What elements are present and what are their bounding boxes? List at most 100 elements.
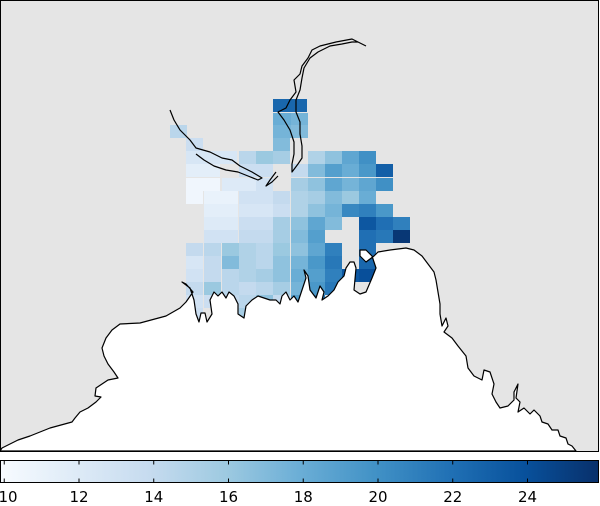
grid-cell <box>273 230 290 243</box>
grid-cell <box>204 269 221 282</box>
colorbar-ticks: 10 12 14 16 18 20 22 24 <box>0 460 537 506</box>
grid-cell <box>239 269 256 282</box>
grid-cell <box>239 282 256 295</box>
colorbar <box>0 460 599 483</box>
grid-cell <box>308 217 325 230</box>
grid-cell <box>239 230 273 243</box>
grid-cell <box>308 164 325 177</box>
grid-cell <box>256 269 273 282</box>
map-frame <box>0 0 599 452</box>
grid-cell <box>291 256 308 269</box>
grid-cell <box>376 230 393 243</box>
grid-cell <box>170 125 187 138</box>
grid-cell <box>291 204 308 217</box>
grid-cell <box>376 217 393 230</box>
grid-cell <box>342 151 359 164</box>
colorbar-tick-label: 20 <box>368 488 387 506</box>
colorbar-tick-label: 16 <box>219 488 238 506</box>
coastline-inlet <box>277 38 367 173</box>
grid-cell <box>204 191 238 204</box>
grid-cell <box>186 151 237 164</box>
grid-cell <box>325 243 342 256</box>
grid-cell <box>273 204 290 217</box>
grid-cell <box>186 164 220 177</box>
grid-cell <box>359 164 376 177</box>
grid-cell <box>239 164 273 177</box>
colorbar-tick-label: 14 <box>144 488 163 506</box>
grid-cell <box>204 204 238 217</box>
grid-cell <box>204 243 221 256</box>
grid-cell <box>325 164 342 177</box>
grid-cell <box>186 243 203 256</box>
colorbar-tick-label: 12 <box>69 488 88 506</box>
grid-cell <box>308 230 325 243</box>
land-mass <box>0 247 577 452</box>
grid-cell <box>273 138 290 151</box>
grid-cell <box>342 164 359 177</box>
grid-cell <box>342 178 359 191</box>
grid-cell <box>239 256 256 269</box>
grid-cell <box>239 217 273 230</box>
grid-cell <box>256 256 273 269</box>
grid-cell <box>291 178 308 191</box>
grid-cell <box>359 151 376 164</box>
grid-cell <box>291 217 308 230</box>
grid-cell <box>239 204 273 217</box>
grid-cell <box>273 191 290 204</box>
grid-cell <box>359 230 376 243</box>
grid-cell <box>222 178 256 191</box>
grid-cell <box>204 230 238 243</box>
grid-cell <box>186 178 220 191</box>
coastline-west-arm <box>265 171 279 187</box>
grid-cell <box>359 191 376 204</box>
grid-cell <box>342 191 359 204</box>
grid-cell <box>186 282 203 295</box>
grid-cell <box>359 204 376 217</box>
grid-cell <box>325 217 342 230</box>
colorbar-tick-label: 24 <box>518 488 537 506</box>
grid-cell <box>204 217 238 230</box>
grid-cell <box>273 99 307 112</box>
grid-cell <box>273 151 290 164</box>
grid-cell <box>204 256 221 269</box>
grid-cell <box>186 256 203 269</box>
grid-cell <box>239 151 256 164</box>
grid-cell <box>325 204 342 217</box>
grid-cell <box>256 282 273 295</box>
grid-cell <box>222 243 239 256</box>
grid-cell <box>393 230 410 243</box>
grid-cell <box>273 217 290 230</box>
grid-cell <box>239 243 256 256</box>
grid-cell <box>291 230 308 243</box>
grid-cell <box>393 217 410 230</box>
grid-cell <box>308 269 325 282</box>
colorbar-tick-label: 10 <box>0 488 18 506</box>
grid-cell <box>273 282 290 295</box>
grid-cell <box>186 269 203 282</box>
grid-cell <box>291 243 308 256</box>
grid-cell <box>308 243 325 256</box>
grid-cell <box>256 243 273 256</box>
grid-cell <box>222 282 239 295</box>
grid-cell <box>308 204 325 217</box>
grid-cell <box>376 204 393 217</box>
grid-cell <box>308 151 325 164</box>
grid-cell <box>291 191 308 204</box>
grid-cell <box>325 151 342 164</box>
grid-cell <box>359 217 376 230</box>
grid-cell <box>273 256 290 269</box>
grid-cell <box>273 243 290 256</box>
colorbar-tick-label: 22 <box>443 488 462 506</box>
grid-cell <box>325 178 342 191</box>
grid-cell <box>376 178 393 191</box>
grid-cell <box>291 269 308 282</box>
grid-cell <box>222 269 239 282</box>
grid-cell <box>342 204 359 217</box>
grid-cell <box>308 256 325 269</box>
grid-cell <box>308 191 325 204</box>
grid-cell <box>222 256 239 269</box>
grid-cell <box>204 282 221 295</box>
grid-cell <box>376 164 393 177</box>
colorbar-tick-label: 18 <box>294 488 313 506</box>
